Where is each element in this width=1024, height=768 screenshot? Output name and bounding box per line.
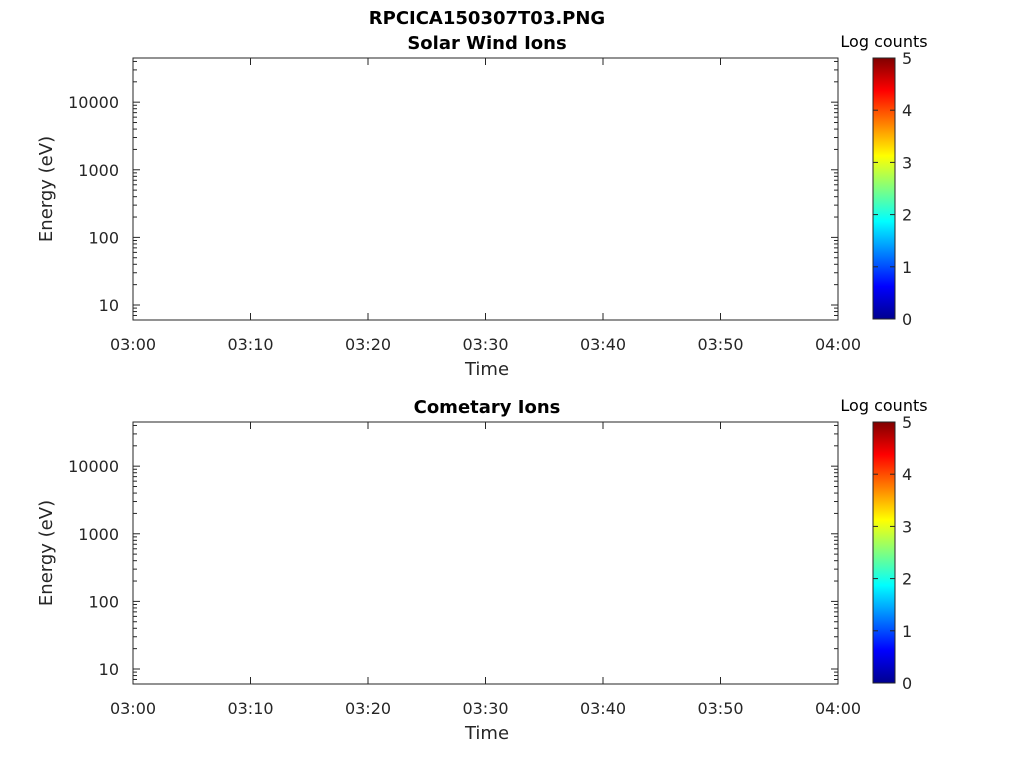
solar-wind-title: Solar Wind Ions xyxy=(407,33,566,54)
x-tick-label: 03:00 xyxy=(110,335,156,354)
x-tick-label: 03:20 xyxy=(345,699,391,718)
colorbar-tick-label: 4 xyxy=(902,465,912,484)
cometary-xlabel: Time xyxy=(464,723,509,744)
colorbar-tick-label: 5 xyxy=(902,413,912,432)
colorbar-tick-label: 1 xyxy=(902,258,912,277)
solar-wind-xlabel: Time xyxy=(464,359,509,380)
cometary-title: Cometary Ions xyxy=(414,397,561,418)
colorbar-tick-label: 5 xyxy=(902,49,912,68)
x-tick-label: 03:50 xyxy=(697,699,743,718)
y-tick-label: 100 xyxy=(88,228,119,247)
colorbar-tick-label: 1 xyxy=(902,622,912,641)
y-tick-label: 100 xyxy=(88,592,119,611)
x-tick-label: 03:20 xyxy=(345,335,391,354)
y-tick-label: 1000 xyxy=(78,161,119,180)
x-tick-label: 03:30 xyxy=(462,699,508,718)
figure-title: RPCICA150307T03.PNG xyxy=(369,8,605,29)
colorbar-tick-label: 3 xyxy=(902,517,912,536)
solar-wind-axes-frame xyxy=(132,57,839,321)
cometary-colorbar-gradient xyxy=(872,421,896,684)
y-tick-label: 10000 xyxy=(68,457,119,476)
cometary-panel: Cometary Ions 03:00 03:10 03:20 03:30 03:40 0… xyxy=(36,396,928,744)
y-tick-label: 10 xyxy=(99,296,119,315)
x-tick-label: 04:00 xyxy=(815,699,861,718)
x-tick-label: 03:10 xyxy=(227,335,273,354)
cometary-colorbar-label: Log counts xyxy=(840,396,927,415)
colorbar-tick-label: 3 xyxy=(902,153,912,172)
x-tick-label: 03:30 xyxy=(462,335,508,354)
x-tick-label: 03:00 xyxy=(110,699,156,718)
solar-wind-colorbar: Log counts 0 1 2 3 4 5 xyxy=(840,32,927,329)
x-tick-label: 04:00 xyxy=(815,335,861,354)
solar-wind-colorbar-gradient xyxy=(872,57,896,320)
cometary-ticks: 03:00 03:10 03:20 03:30 03:40 03:50 04:00 10 100… xyxy=(68,422,861,718)
colorbar-tick-label: 0 xyxy=(902,674,912,693)
x-tick-label: 03:50 xyxy=(697,335,743,354)
colorbar-tick-label: 4 xyxy=(902,101,912,120)
y-tick-label: 1000 xyxy=(78,525,119,544)
solar-wind-panel: Solar Wind Ions 03:00 03:10 03:20 03:30 03:4… xyxy=(36,32,928,380)
colorbar-tick-label: 0 xyxy=(902,310,912,329)
y-tick-label: 10 xyxy=(99,660,119,679)
solar-wind-colorbar-label: Log counts xyxy=(840,32,927,51)
solar-wind-ylabel: Energy (eV) xyxy=(36,136,57,242)
cometary-ylabel: Energy (eV) xyxy=(36,500,57,606)
colorbar-tick-label: 2 xyxy=(902,570,912,589)
cometary-axes-frame xyxy=(132,421,839,685)
cometary-colorbar: Log counts 0 1 2 3 4 5 xyxy=(840,396,927,693)
solar-wind-ticks: 03:00 03:10 03:20 03:30 03:40 03:50 04:00 10 100… xyxy=(68,58,861,354)
x-tick-label: 03:40 xyxy=(580,335,626,354)
colorbar-tick-label: 2 xyxy=(902,206,912,225)
x-tick-label: 03:40 xyxy=(580,699,626,718)
x-tick-label: 03:10 xyxy=(227,699,273,718)
y-tick-label: 10000 xyxy=(68,93,119,112)
